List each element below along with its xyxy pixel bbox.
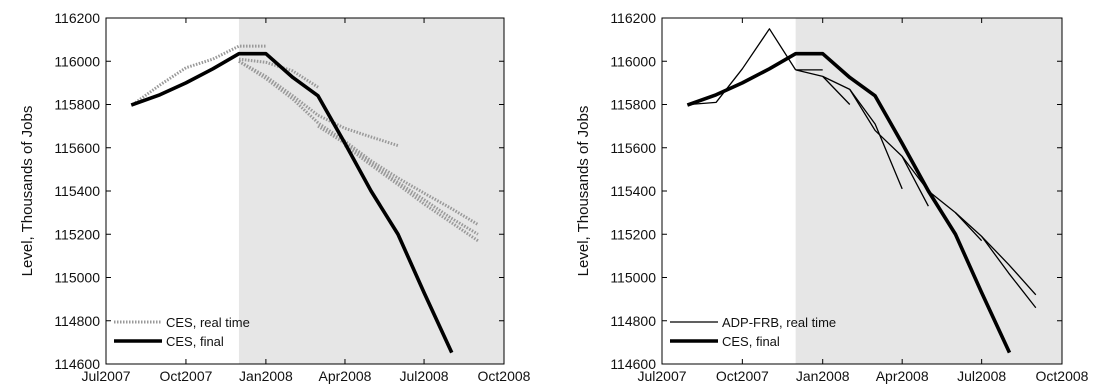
real-time-vintage-line [849, 89, 929, 207]
x-tick-label: Jul2008 [957, 368, 1006, 384]
legend-label: CES, final [166, 334, 224, 349]
y-tick-label: 116000 [610, 53, 656, 69]
y-tick-label: 115200 [54, 226, 100, 242]
real-time-vintage-line [132, 44, 266, 106]
y-tick-label: 116000 [54, 53, 100, 69]
y-axis-label: Level, Thousands of Jobs [575, 106, 592, 277]
y-tick-label: 114800 [610, 313, 656, 329]
legend: ADP-FRB, real time CES, final [670, 315, 836, 349]
ces-final-line [686, 51, 1012, 354]
x-tick-label: Jul2007 [81, 368, 130, 384]
y-tick-label: 115800 [54, 97, 100, 113]
right-panel: 114600 114800 115000 115200 115400 115600 1158… [575, 10, 1089, 384]
legend: CES, real time CES, final [114, 315, 250, 349]
x-tick-label: Oct2007 [716, 368, 769, 384]
real-time-vintage-line [689, 28, 797, 106]
y-tick-label: 116200 [610, 10, 656, 26]
real-time-vintage-line [981, 236, 1037, 309]
real-time-vintage-line [238, 59, 399, 148]
x-tick-label: Apr2008 [319, 368, 372, 384]
x-tick-label: Jul2008 [400, 368, 449, 384]
real-time-vintage-line [238, 57, 319, 89]
x-tick-label: Oct2008 [478, 368, 531, 384]
real-time-vintage-line [344, 144, 479, 242]
left-panel: 114600 114800 115000 115200 115400 115600 1158… [19, 10, 531, 384]
y-tick-label: 115000 [54, 270, 100, 286]
ces-final-line [130, 51, 454, 354]
y-tick-label: 114600 [610, 356, 656, 372]
y-tick-label: 114600 [54, 356, 100, 372]
legend-label: CES, real time [166, 315, 250, 330]
y-tick-label: 114800 [54, 313, 100, 329]
legend-label: ADP-FRB, real time [722, 315, 836, 330]
x-tick-label: Apr2008 [876, 368, 929, 384]
x-tick-label: Jan2008 [239, 368, 293, 384]
real-time-vintage-line [955, 212, 1037, 296]
real-time-vintage-line [822, 75, 903, 190]
y-tick-label: 115400 [610, 183, 656, 199]
y-tick-label: 115000 [610, 270, 656, 286]
x-tick-label: Jul2007 [637, 368, 686, 384]
real-time-vintage-line [901, 156, 983, 242]
x-tick-label: Oct2008 [1036, 368, 1089, 384]
y-axis-label: Level, Thousands of Jobs [19, 106, 36, 277]
y-tick-label: 115600 [54, 140, 100, 156]
y-tick-label: 115600 [610, 140, 656, 156]
y-tick-label: 115200 [610, 226, 656, 242]
legend-label: CES, final [722, 334, 780, 349]
real-time-vintage-line [238, 59, 479, 226]
y-tick-label: 116200 [54, 10, 100, 26]
y-tick-label: 115400 [54, 183, 100, 199]
x-tick-label: Oct2007 [159, 368, 212, 384]
x-tick-label: Jan2008 [796, 368, 850, 384]
y-tick-label: 115800 [610, 97, 656, 113]
